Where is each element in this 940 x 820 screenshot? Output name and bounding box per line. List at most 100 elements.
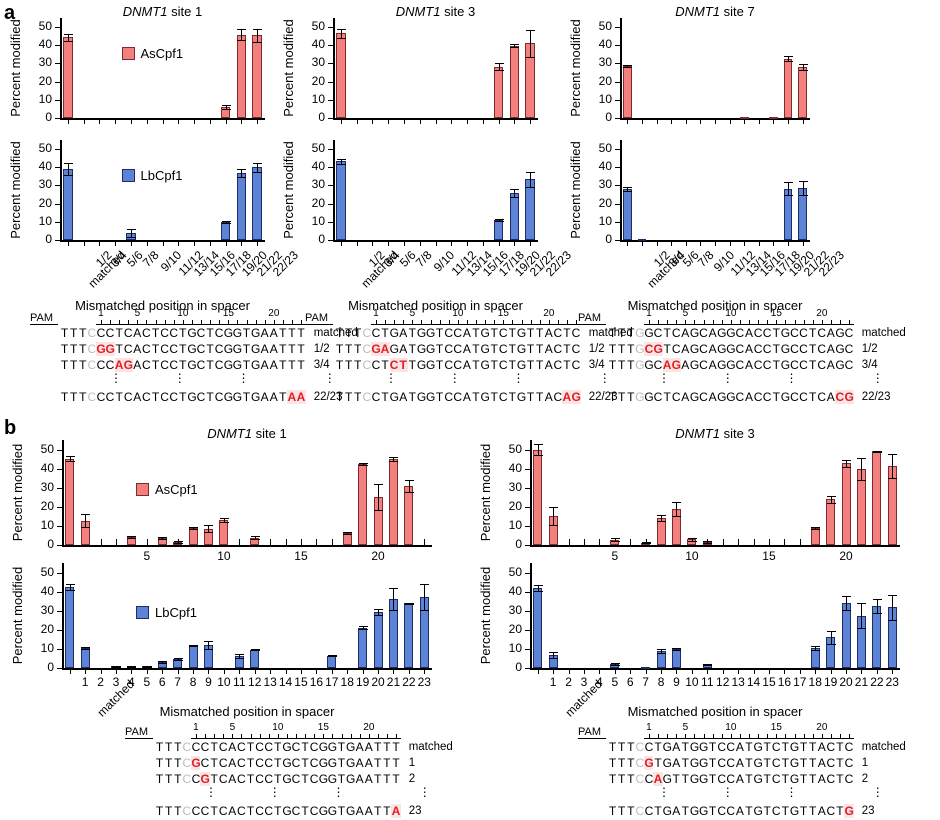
error-cap-bottom [63, 175, 73, 177]
spacer-base: C [735, 358, 745, 372]
sequence-bases: T T TGCGTCAGCAGGCACCTGCCTCAGC [608, 342, 854, 356]
pam-underline [578, 738, 606, 739]
error-cap-top [888, 595, 898, 597]
error-cap-top [798, 63, 808, 65]
x-tick [700, 240, 702, 246]
spacer-base: C [498, 326, 508, 340]
y-tick [525, 668, 530, 669]
sequence-text: T T TCGTGATGGTCCATGTCTGT TACTC [608, 756, 854, 770]
bar-ascpf1-20 [841, 463, 851, 545]
sequence-text: T T TCGGTCACTCCTGCTCGGTGAAT T T [60, 342, 306, 356]
error-cap-bottom [842, 609, 852, 611]
x-tick [768, 539, 770, 545]
ruler-tick [268, 734, 270, 738]
bar-lbcpf1-22-23 [252, 167, 262, 240]
x-tick [162, 240, 164, 246]
pam-base: G [635, 390, 645, 404]
y-tick-label: 10 [508, 517, 522, 532]
x-tick [537, 668, 539, 674]
error-bar [69, 456, 71, 461]
ruler-tick [712, 320, 714, 324]
ruler-tick [658, 320, 660, 324]
pam-base: T [60, 390, 69, 404]
pam-base: T [354, 358, 362, 372]
mismatch-base: A [662, 358, 672, 372]
spacer-base: G [223, 358, 234, 372]
pam-base: C [635, 756, 645, 770]
sequence-row: T T TGGCTCAGCAGGCACCTGCCTCAGC matched [578, 326, 924, 342]
mismatch-base: G [200, 772, 210, 786]
pam-base: T [164, 756, 173, 770]
spacer-base: T [288, 358, 296, 372]
x-tick [482, 118, 484, 124]
x-tick [729, 240, 731, 246]
x-tick [257, 240, 259, 246]
y-tick-label: 10 [40, 640, 54, 655]
y-tick [55, 99, 60, 101]
pam-base: T [608, 740, 617, 754]
spacer-base: C [671, 326, 681, 340]
spacer-base: A [260, 342, 269, 356]
ruler-tick [667, 734, 669, 738]
error-bar [69, 584, 71, 591]
ruler-tick [205, 734, 207, 738]
x-tick [388, 118, 390, 124]
error-cap-top [65, 584, 75, 585]
error-cap-bottom [687, 540, 697, 542]
x-tick-label: 2 [565, 675, 572, 689]
sequence-tag: 23 [861, 805, 875, 817]
ruler-tick [368, 734, 370, 738]
error-cap-bottom [219, 521, 229, 523]
ruler-tick [228, 320, 230, 324]
x-tick [209, 240, 211, 246]
spacer-base: A [462, 326, 471, 340]
spacer-base: C [799, 326, 808, 340]
spacer-base: C [753, 326, 763, 340]
x-tick [700, 118, 702, 124]
spacer-base: C [790, 390, 799, 404]
error-cap-top [250, 648, 260, 650]
error-cap-top [142, 665, 152, 667]
spacer-base: C [169, 358, 178, 372]
x-tick [316, 539, 318, 545]
error-cap-bottom [127, 537, 137, 539]
ruler-number: 1 [373, 308, 379, 319]
spacer-base: T [772, 390, 780, 404]
error-cap-bottom [549, 524, 559, 526]
x-axis-line [530, 668, 900, 670]
y-tick [328, 81, 333, 83]
error-cap-bottom [641, 543, 651, 545]
spacer-base: A [708, 390, 717, 404]
bar-ascpf1-19-20 [493, 66, 504, 118]
y-tick-label: 50 [38, 19, 52, 34]
x-tick [435, 240, 437, 246]
x-tick [178, 240, 180, 246]
spacer-base: G [698, 772, 709, 786]
pam-base: T [617, 740, 626, 754]
y-tick-label: 20 [311, 73, 325, 88]
ruler-tick [255, 320, 257, 324]
spacer-base: T [508, 358, 516, 372]
error-cap-bottom [389, 610, 399, 612]
ruler-tick [305, 734, 307, 738]
spacer-base: C [255, 804, 264, 818]
y-tick [57, 525, 62, 527]
error-bar [676, 501, 678, 516]
spacer-base: G [345, 740, 356, 754]
spacer-base: G [318, 756, 329, 770]
bar-lbcpf1-20 [841, 603, 851, 668]
error-cap-top [494, 63, 504, 65]
pam-base: T [69, 326, 78, 340]
x-tick [788, 240, 790, 246]
bar-lbcpf1-17 [327, 655, 337, 668]
spacer-base: G [416, 390, 427, 404]
legend-swatch-ascpf1 [136, 483, 149, 496]
sequence-ruler: PAM 1 5 10 15 20 [305, 306, 651, 326]
x-tick-label: 7/8 [139, 248, 162, 270]
error-bar [892, 595, 894, 620]
x-tick [661, 668, 663, 674]
y-tick [615, 185, 620, 187]
y-axis-label-b-0-bottom: Percent modified [10, 566, 25, 665]
spacer-base: T [210, 740, 218, 754]
error-bar [498, 218, 500, 222]
